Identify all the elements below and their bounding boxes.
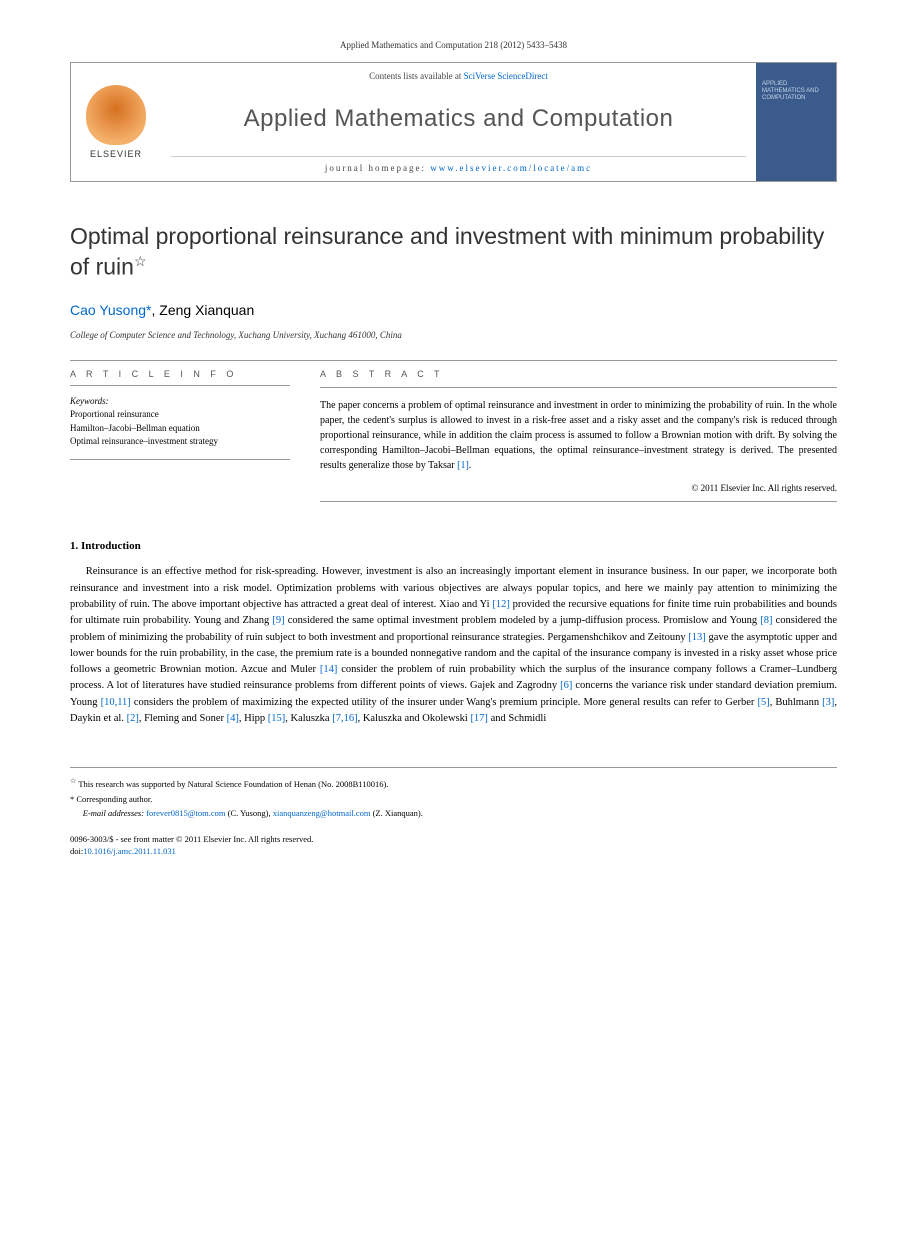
keyword-item: Proportional reinsurance <box>70 408 290 422</box>
abstract-part: . <box>469 460 472 471</box>
author-1-link[interactable]: Cao Yusong <box>70 302 146 318</box>
doi-line: doi:10.1016/j.amc.2011.11.031 <box>70 846 837 858</box>
ref-link[interactable]: [7,16] <box>332 713 357 724</box>
elsevier-logo: ELSEVIER <box>71 63 161 181</box>
body-part: considers the problem of maximizing the … <box>131 697 758 708</box>
divider <box>320 387 837 388</box>
abstract-col: A B S T R A C T The paper concerns a pro… <box>320 369 837 510</box>
ref-link[interactable]: [13] <box>688 632 706 643</box>
ref-link[interactable]: [14] <box>320 664 338 675</box>
homepage-line: journal homepage: www.elsevier.com/locat… <box>171 156 746 173</box>
title-footnote-star: ☆ <box>134 253 147 269</box>
elsevier-tree-icon <box>86 85 146 145</box>
doi-prefix: doi: <box>70 846 83 856</box>
ref-link[interactable]: [17] <box>470 713 488 724</box>
divider <box>70 385 290 386</box>
front-matter-line: 0096-3003/$ - see front matter © 2011 El… <box>70 834 837 846</box>
cover-title: APPLIED MATHEMATICS AND COMPUTATION <box>762 81 830 103</box>
article-info-col: A R T I C L E I N F O Keywords: Proporti… <box>70 369 290 510</box>
contents-available-line: Contents lists available at SciVerse Sci… <box>171 71 746 81</box>
ref-link[interactable]: [4] <box>227 713 239 724</box>
info-abstract-row: A R T I C L E I N F O Keywords: Proporti… <box>70 369 837 510</box>
ref-link[interactable]: [6] <box>560 680 572 691</box>
article-info-label: A R T I C L E I N F O <box>70 369 290 379</box>
section-1-heading: 1. Introduction <box>70 540 837 552</box>
affiliation: College of Computer Science and Technolo… <box>70 330 837 340</box>
doi-link[interactable]: 10.1016/j.amc.2011.11.031 <box>83 846 176 856</box>
email-label: E-mail addresses: <box>83 808 146 818</box>
divider <box>320 501 837 502</box>
citation-line: Applied Mathematics and Computation 218 … <box>70 40 837 50</box>
homepage-link[interactable]: www.elsevier.com/locate/amc <box>430 163 592 173</box>
journal-title: Applied Mathematics and Computation <box>171 105 746 133</box>
footnote-text: Corresponding author. <box>74 794 152 804</box>
contents-prefix: Contents lists available at <box>369 71 463 81</box>
ref-link[interactable]: [2] <box>127 713 139 724</box>
divider <box>70 459 290 460</box>
footnote-emails: E-mail addresses: forever0815@tom.com (C… <box>83 807 837 820</box>
doi-block: 0096-3003/$ - see front matter © 2011 El… <box>70 834 837 858</box>
email-link-2[interactable]: xianquanzeng@hotmail.com <box>273 808 371 818</box>
author-2: , Zeng Xianquan <box>151 302 254 318</box>
abstract-text: The paper concerns a problem of optimal … <box>320 398 837 473</box>
ref-link[interactable]: [8] <box>760 615 772 626</box>
ref-link[interactable]: [15] <box>268 713 286 724</box>
keyword-item: Hamilton–Jacobi–Bellman equation <box>70 422 290 436</box>
body-part: , Kaluszka and Okolewski <box>358 713 471 724</box>
footnotes: ☆ This research was supported by Natural… <box>70 767 837 820</box>
ref-link[interactable]: [5] <box>757 697 769 708</box>
ref-link[interactable]: [3] <box>822 697 834 708</box>
email-who-2: (Z. Xianquan). <box>370 808 422 818</box>
footnote-funding: ☆ This research was supported by Natural… <box>70 776 837 791</box>
ref-link[interactable]: [1] <box>457 460 469 471</box>
ref-link[interactable]: [12] <box>492 599 510 610</box>
paper-title-text: Optimal proportional reinsurance and inv… <box>70 223 824 280</box>
body-part: , Buhlmann <box>770 697 822 708</box>
body-part: , Kaluszka <box>285 713 332 724</box>
keywords-heading: Keywords: <box>70 396 290 406</box>
sciencedirect-link[interactable]: SciVerse ScienceDirect <box>464 71 548 81</box>
keyword-item: Optimal reinsurance–investment strategy <box>70 435 290 449</box>
divider <box>70 360 837 361</box>
abstract-label: A B S T R A C T <box>320 369 837 379</box>
ref-link[interactable]: [10,11] <box>101 697 131 708</box>
elsevier-label: ELSEVIER <box>90 149 142 159</box>
email-who-1: (C. Yusong), <box>226 808 273 818</box>
intro-paragraph: Reinsurance is an effective method for r… <box>70 564 837 727</box>
authors-line: Cao Yusong*, Zeng Xianquan <box>70 302 837 318</box>
paper-title: Optimal proportional reinsurance and inv… <box>70 222 837 282</box>
body-part: and Schmidli <box>488 713 546 724</box>
abstract-part: The paper concerns a problem of optimal … <box>320 400 837 471</box>
journal-cover-thumb: APPLIED MATHEMATICS AND COMPUTATION <box>756 63 836 181</box>
footnote-corresponding: * Corresponding author. <box>70 793 837 806</box>
body-part: considered the same optimal investment p… <box>285 615 761 626</box>
abstract-copyright: © 2011 Elsevier Inc. All rights reserved… <box>320 483 837 493</box>
body-part: , Hipp <box>239 713 268 724</box>
journal-header-box: ELSEVIER Contents lists available at Sci… <box>70 62 837 182</box>
homepage-prefix: journal homepage: <box>325 163 430 173</box>
header-center: Contents lists available at SciVerse Sci… <box>161 63 756 181</box>
body-part: , Fleming and Soner <box>139 713 227 724</box>
email-link-1[interactable]: forever0815@tom.com <box>146 808 225 818</box>
footnote-text: This research was supported by Natural S… <box>76 779 388 789</box>
ref-link[interactable]: [9] <box>272 615 284 626</box>
